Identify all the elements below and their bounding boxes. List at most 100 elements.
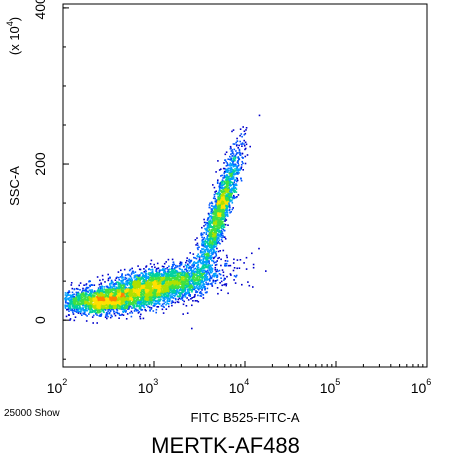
event-dot [186, 276, 189, 279]
event-dot [224, 260, 227, 262]
event-dot [184, 288, 187, 290]
event-dot [129, 312, 131, 314]
event-dot [80, 307, 82, 309]
event-dot [168, 305, 170, 308]
event-dot [169, 271, 171, 274]
event-dot [106, 286, 108, 288]
event-dot [215, 261, 217, 263]
event-dot [214, 268, 217, 271]
event-dot [198, 277, 201, 280]
event-dot [131, 270, 134, 273]
event-dot [148, 272, 150, 274]
event-dot [68, 302, 71, 305]
event-dot [176, 284, 179, 286]
event-dot [161, 265, 164, 268]
event-dot [201, 278, 204, 280]
event-dot [121, 282, 123, 285]
event-dot [85, 304, 88, 306]
event-dot [134, 274, 137, 277]
event-dot [119, 300, 121, 302]
event-dot [211, 283, 213, 286]
event-dot [71, 302, 73, 305]
event-dot [66, 298, 69, 300]
event-dot [109, 302, 111, 305]
event-dot [138, 282, 141, 285]
event-dot [163, 262, 166, 265]
event-dot [116, 305, 119, 308]
event-dot [198, 285, 201, 287]
event-dot [145, 298, 148, 300]
event-dot [137, 301, 139, 304]
event-dot [140, 276, 142, 279]
event-dot [163, 284, 166, 286]
event-dot [139, 290, 142, 292]
event-dot [223, 279, 225, 281]
event-dot [133, 281, 135, 283]
event-dot [129, 279, 131, 281]
event-dot [117, 271, 120, 273]
event-dot [128, 293, 130, 296]
event-dot [77, 292, 79, 295]
event-dot [164, 293, 167, 296]
event-dot [96, 311, 99, 314]
event-dot [70, 297, 72, 299]
event-dot [178, 272, 181, 275]
event-dot [112, 291, 114, 294]
event-dot [170, 302, 173, 304]
event-dot [119, 301, 121, 303]
event-dot [128, 302, 131, 304]
event-dot [123, 309, 126, 311]
event-dot [210, 271, 213, 274]
event-dot [106, 304, 108, 306]
event-dot [178, 282, 180, 285]
event-dot [159, 280, 162, 282]
event-dot [183, 293, 186, 295]
event-dot [92, 322, 94, 324]
event-dot [171, 296, 174, 299]
event-dot [142, 298, 145, 301]
event-dot [215, 272, 217, 275]
event-dot [144, 282, 146, 285]
event-dot [171, 287, 174, 290]
event-dot [81, 299, 83, 301]
event-dot [115, 286, 118, 288]
event-dot [85, 294, 87, 296]
event-dot [190, 271, 193, 274]
event-dot [181, 277, 184, 280]
event-dot [107, 279, 110, 282]
event-dot [112, 301, 115, 303]
event-dot [91, 303, 93, 306]
event-dot [144, 300, 146, 302]
event-dot [149, 263, 152, 265]
event-dot [116, 281, 118, 283]
event-dot [233, 275, 236, 277]
event-dot [128, 278, 130, 281]
event-dot [84, 306, 86, 309]
event-dot [68, 305, 70, 308]
event-dot [139, 301, 141, 303]
event-dot [79, 293, 82, 295]
event-dot [184, 296, 186, 298]
event-dot [69, 318, 72, 320]
event-dot [170, 287, 173, 290]
event-dot [211, 282, 213, 285]
event-dot [177, 295, 179, 298]
event-dot [67, 303, 69, 305]
event-dot [87, 308, 89, 310]
event-dot [116, 292, 119, 295]
event-dot [109, 291, 111, 293]
event-dot [141, 276, 143, 279]
event-dot [87, 305, 90, 308]
event-dot [122, 297, 124, 299]
event-dot [122, 304, 125, 306]
event-dot [85, 290, 87, 293]
event-dot [140, 294, 142, 296]
event-dot [197, 272, 199, 275]
event-dot [124, 283, 127, 285]
event-dot [77, 307, 79, 309]
event-dot [174, 290, 176, 292]
event-dot [81, 302, 84, 304]
event-dot [173, 283, 176, 286]
event-dot [153, 302, 156, 305]
event-dot [88, 284, 91, 287]
